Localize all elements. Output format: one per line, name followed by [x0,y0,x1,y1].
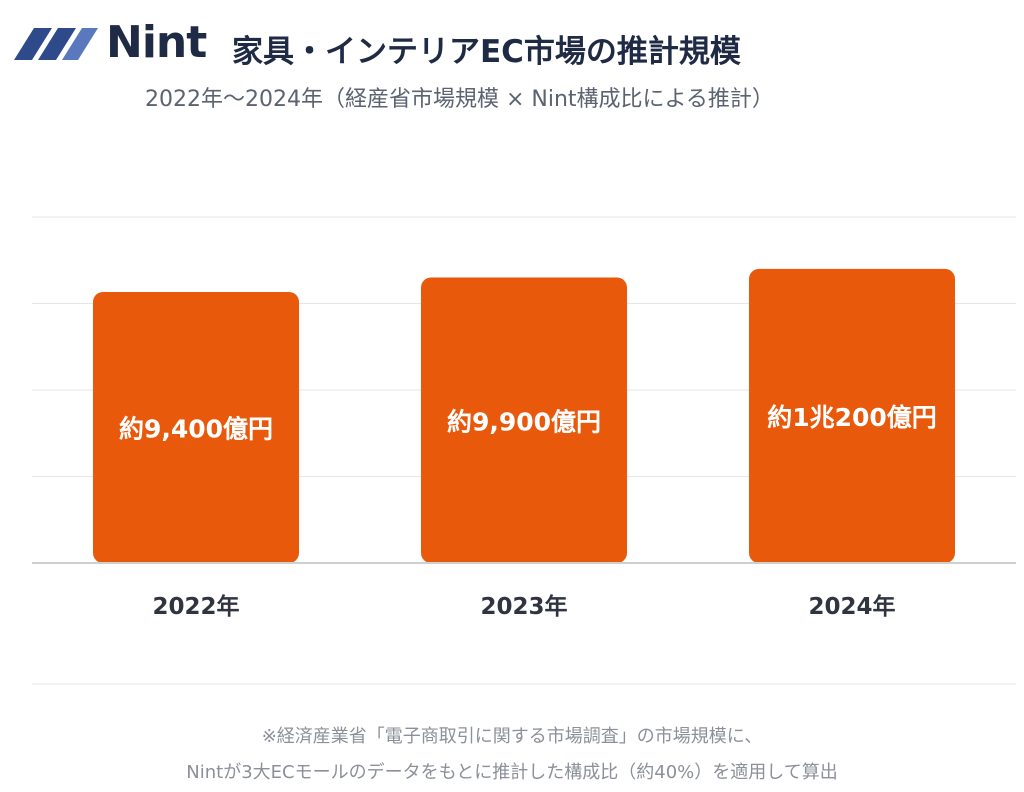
x-tick-label: 2023年 [480,593,567,620]
footnote-line-2: Nintが3大ECモールのデータをもとに推計した構成比（約40%）を適用して算出 [186,762,838,783]
brand-name: Nint [106,17,207,68]
bar-value-label: 約9,900億円 [447,407,601,436]
page-subtitle: 2022年～2024年（経産省市場規模 × Nint構成比による推計） [145,87,774,112]
bar-2022年 [93,291,299,563]
bar-2023年 [421,277,627,563]
nint-logo: Nint [12,17,212,68]
footnote-line-1: ※経済産業省「電子商取引に関する市場調査」の市場規模に、 [261,726,763,747]
bar-value-label: 約1兆200億円 [767,403,937,432]
x-tick-label: 2024年 [808,593,895,620]
page-title: 家具・インテリアEC市場の推計規模 [232,34,741,70]
x-tick-label: 2022年 [152,593,239,620]
bar-value-label: 約9,400億円 [119,414,273,443]
nint-logo-mark-icon [14,28,98,60]
bar-2024年 [749,268,955,563]
